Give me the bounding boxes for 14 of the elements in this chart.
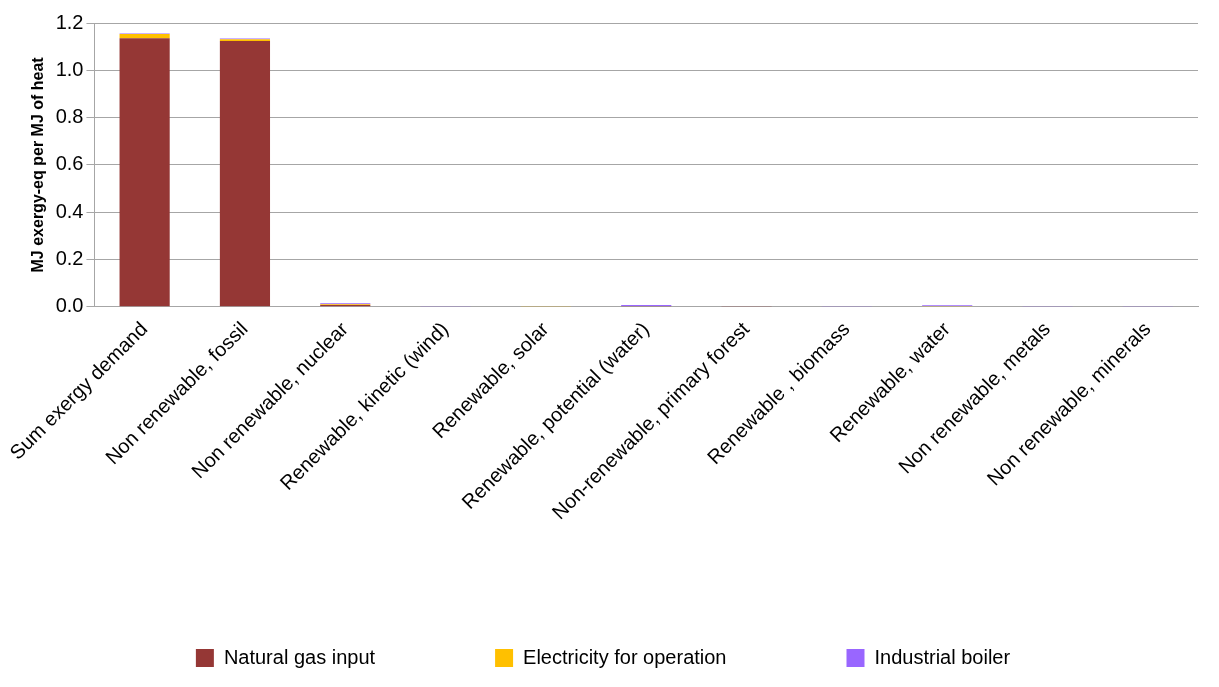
y-axis-title: MJ exergy-eq per MJ of heat (29, 56, 47, 273)
y-tick-label: 0.0 (55, 294, 84, 317)
bar (119, 34, 170, 39)
y-tick-label: 1.0 (55, 57, 84, 80)
y-tick-label: 0.4 (55, 199, 84, 222)
legend-label: Industrial boiler (874, 645, 1011, 668)
y-tick-label: 0.2 (55, 247, 84, 270)
y-tick-label: 1.2 (55, 10, 84, 33)
y-tick-label: 0.6 (55, 152, 84, 175)
legend-label: Natural gas input (223, 645, 376, 668)
bar (119, 38, 170, 307)
bar (219, 40, 271, 307)
legend-label: Electricity for operation (523, 645, 727, 668)
y-tick-label: 0.8 (55, 105, 84, 128)
